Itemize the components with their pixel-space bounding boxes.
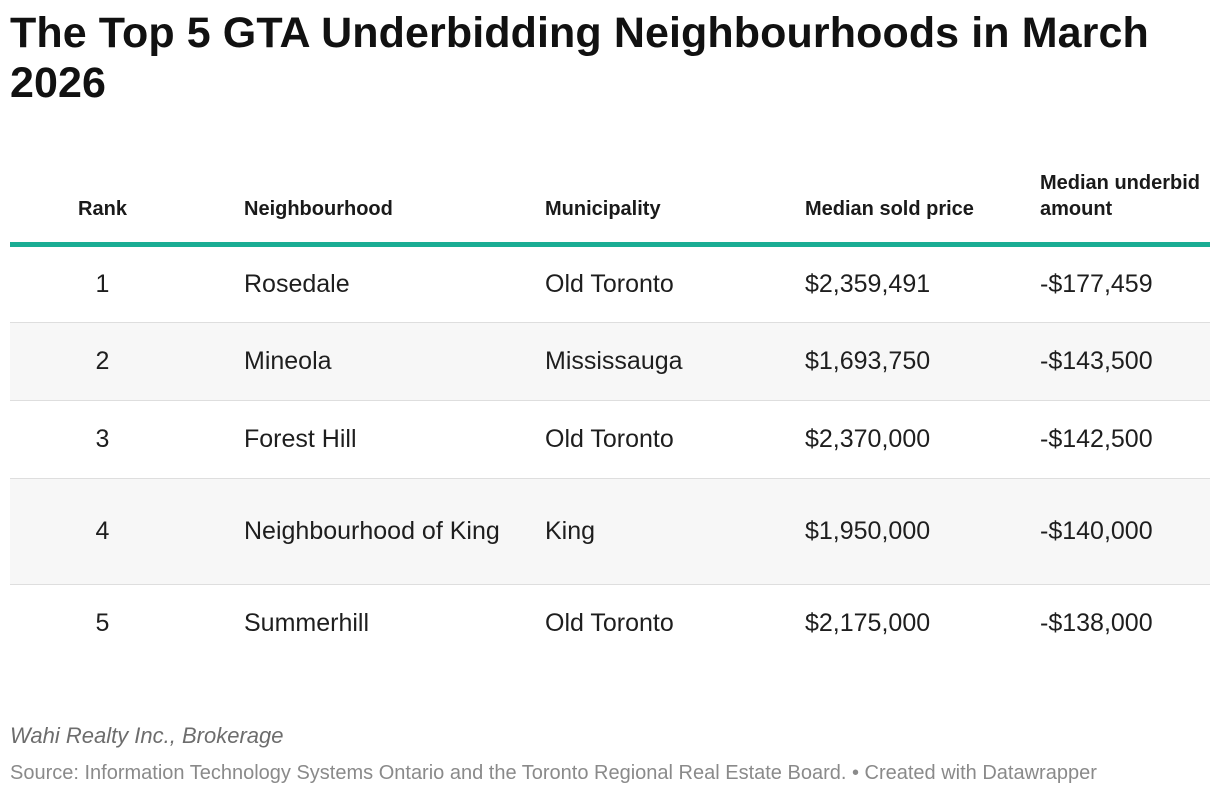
cell-median-underbid-amount: -$142,500 (1040, 400, 1210, 479)
cell-rank: 5 (95, 609, 110, 638)
cell-median-sold-price: $2,359,491 (805, 244, 1040, 323)
column-header-median-sold-price[interactable]: Median sold price (805, 160, 1040, 247)
column-header-rank[interactable]: Rank (10, 160, 195, 247)
column-header-municipality[interactable]: Municipality (545, 160, 805, 247)
cell-municipality: Mississauga (545, 322, 805, 401)
table-row: 2 Mineola Mississauga $1,693,750 -$143,5… (10, 322, 1210, 401)
cell-municipality: Old Toronto (545, 400, 805, 479)
cell-neighbourhood: Summerhill (244, 609, 370, 638)
cell-municipality: Old Toronto (545, 609, 674, 638)
cell-municipality: Old Toronto (545, 244, 805, 323)
cell-neighbourhood: Neighbourhood of King (244, 478, 545, 585)
source-note: Source: Information Technology Systems O… (10, 762, 1097, 784)
cell-median-sold-price: $1,693,750 (805, 322, 1040, 401)
cell-neighbourhood: Forest Hill (244, 400, 545, 479)
credit-note: Wahi Realty Inc., Brokerage (10, 723, 284, 748)
cell-median-underbid-amount: -$140,000 (1040, 478, 1210, 585)
column-header-neighbourhood[interactable]: Neighbourhood (244, 160, 545, 247)
table-row: 1 Rosedale Old Toronto $2,359,491 -$177,… (10, 244, 1210, 323)
cell-rank: 3 (10, 400, 195, 479)
cell-median-sold-price: $1,950,000 (805, 478, 1040, 585)
data-table: Rank Neighbourhood Municipality Median s… (10, 160, 1210, 662)
table-row: 3 Forest Hill Old Toronto $2,370,000 -$1… (10, 400, 1210, 479)
cell-median-underbid-amount: -$143,500 (1040, 322, 1210, 401)
table-row: 5 Summerhill Old Toronto $2,175,000 -$13… (10, 584, 1210, 662)
cell-rank: 4 (10, 478, 195, 585)
cell-neighbourhood: Rosedale (244, 244, 545, 323)
cell-neighbourhood: Mineola (244, 322, 545, 401)
column-header-median-underbid-amount[interactable]: Median underbid amount (1040, 160, 1210, 247)
cell-median-sold-price: $2,370,000 (805, 400, 1040, 479)
table-row: 4 Neighbourhood of King King $1,950,000 … (10, 478, 1210, 585)
cell-municipality: King (545, 478, 805, 585)
table-header-row: Rank Neighbourhood Municipality Median s… (10, 160, 1210, 247)
cell-median-underbid-amount: -$138,000 (1040, 609, 1153, 638)
cell-rank: 2 (10, 322, 195, 401)
cell-median-sold-price: $2,175,000 (805, 609, 931, 638)
chart-title: The Top 5 GTA Underbidding Neighbourhood… (10, 9, 1149, 107)
cell-median-underbid-amount: -$177,459 (1040, 244, 1210, 323)
cell-rank: 1 (10, 244, 195, 323)
